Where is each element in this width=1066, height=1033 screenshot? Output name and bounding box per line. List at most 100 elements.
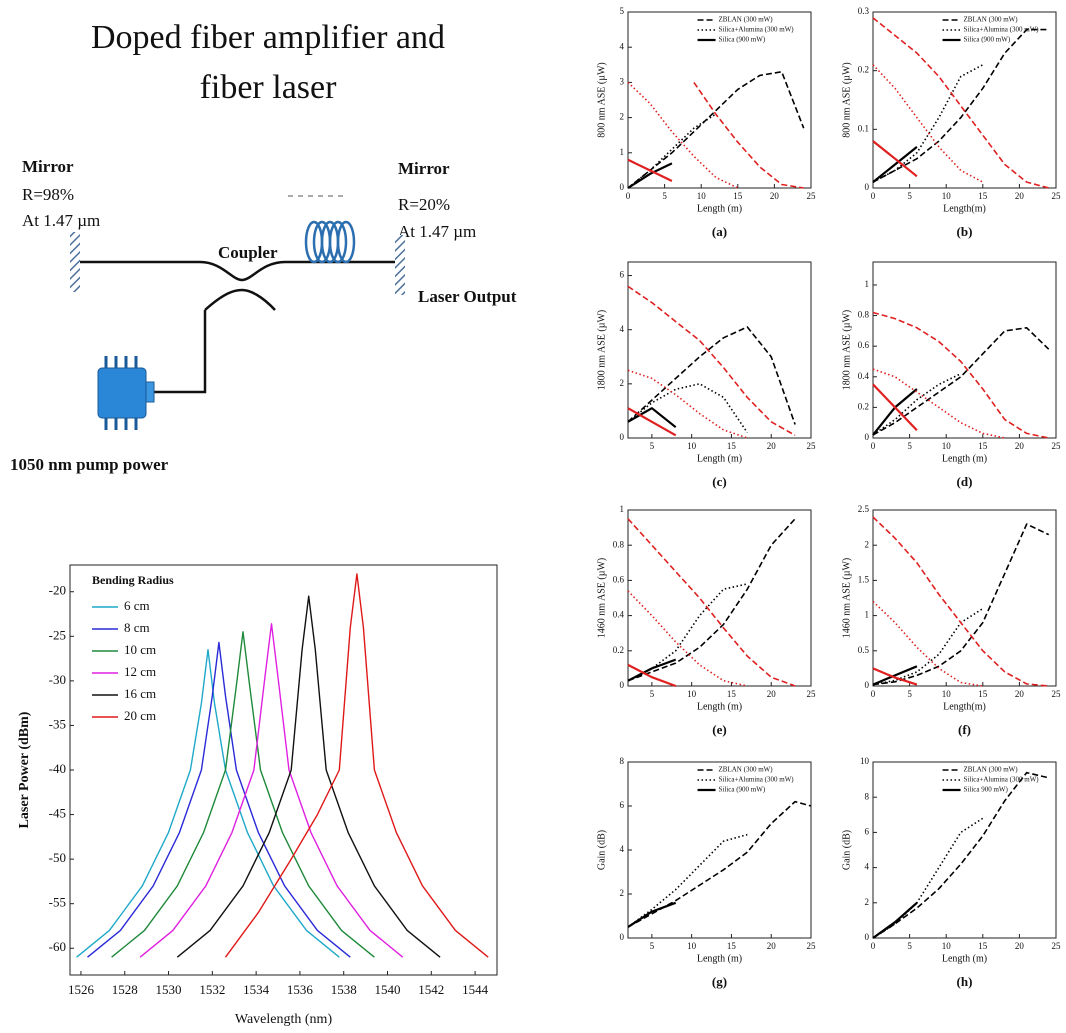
x-tick-label: 25	[1052, 441, 1062, 451]
series-group	[76, 573, 489, 958]
y-tick-label: 1	[865, 279, 870, 289]
legend-label: Silica 900 mW)	[964, 786, 1009, 794]
series-group	[872, 771, 1049, 939]
x-tick-label: 15	[978, 689, 988, 699]
y-axis-label: 1800 nm ASE (µW)	[841, 310, 852, 390]
data-line	[872, 146, 918, 183]
data-line	[872, 383, 918, 432]
y-tick-label: 6	[865, 826, 870, 836]
data-line	[872, 311, 1049, 439]
panel-label: (c)	[712, 474, 726, 489]
mirror-reflectivity: R=98%	[22, 185, 74, 204]
y-axis-label: Laser Power (dBm)	[17, 711, 32, 828]
y-tick-label: 2.5	[858, 504, 870, 514]
setup-diagram: Doped fiber amplifier and fiber laser Mi…	[10, 19, 517, 474]
x-tick-label: 1538	[331, 982, 357, 997]
mirror-wavelength: At 1.47 µm	[398, 222, 476, 241]
data-line	[627, 113, 717, 189]
y-tick-label: -50	[49, 850, 66, 865]
data-line	[224, 573, 489, 958]
data-line	[627, 71, 805, 189]
y-tick-label: 0.4	[858, 371, 870, 381]
mirror-label: Mirror	[22, 157, 74, 176]
legend-label: Silica+Alumina (300 mW)	[719, 776, 795, 784]
y-tick-label: 0	[865, 680, 870, 690]
x-tick-label: 20	[767, 689, 777, 699]
data-line	[627, 518, 796, 687]
mirror-reflectivity: R=20%	[398, 195, 450, 214]
data-line	[176, 595, 441, 958]
data-line	[872, 17, 1049, 189]
data-line	[872, 327, 1050, 436]
series-group	[872, 516, 1050, 687]
y-tick-label: 0.6	[858, 340, 870, 350]
series-group	[872, 311, 1050, 439]
y-axis-label: Gain (dB)	[841, 830, 852, 870]
x-tick-label: 15	[978, 441, 988, 451]
x-tick-label: 0	[871, 191, 876, 201]
x-tick-label: 10	[942, 441, 952, 451]
legend-title: Bending Radius	[92, 573, 174, 587]
y-tick-label: 0.6	[613, 574, 625, 584]
y-tick-label: 5	[620, 6, 625, 16]
legend-label: ZBLAN (300 mW)	[719, 16, 774, 24]
y-tick-label: 2	[620, 112, 625, 122]
panel-label: (b)	[957, 224, 973, 239]
y-tick-label: 8	[620, 756, 625, 766]
x-tick-label: 5	[907, 441, 912, 451]
legend-label: ZBLAN (300 mW)	[964, 16, 1019, 24]
data-line	[627, 407, 677, 437]
legend-label: ZBLAN (300 mW)	[719, 766, 774, 774]
data-line	[627, 407, 677, 429]
y-axis-label: Gain (dB)	[596, 830, 607, 870]
data-line	[872, 667, 918, 686]
y-tick-label: -35	[49, 716, 66, 731]
y-tick-label: 1.5	[858, 574, 870, 584]
data-line	[872, 665, 918, 686]
x-tick-label: 0	[871, 689, 876, 699]
data-line	[627, 658, 677, 682]
x-axis-label: Length (m)	[697, 203, 742, 214]
x-axis-label: Wavelength (nm)	[235, 1012, 333, 1027]
data-line	[111, 631, 375, 958]
plot-frame	[872, 11, 1057, 189]
legend-label: 6 cm	[124, 598, 150, 613]
x-tick-label: 25	[807, 941, 817, 951]
y-axis-label: 1460 nm ASE (µW)	[841, 558, 852, 638]
y-tick-label: 1	[620, 147, 625, 157]
fiber	[80, 260, 395, 282]
plot-frame	[627, 11, 812, 189]
x-tick-label: 20	[767, 941, 777, 951]
data-line	[872, 523, 1050, 686]
x-tick-label: 5	[907, 689, 912, 699]
x-tick-label: 20	[1015, 941, 1025, 951]
data-line	[627, 162, 673, 189]
legend-label: 8 cm	[124, 620, 150, 635]
legend-label: 12 cm	[124, 664, 156, 679]
x-tick-label: 15	[727, 941, 737, 951]
y-axis-label: 1800 nm ASE (µW)	[596, 310, 607, 390]
series-group	[872, 17, 1049, 189]
x-tick-label: 15	[733, 191, 743, 201]
data-line	[872, 368, 1005, 439]
legend-label: Silica+Alumina (300 mW)	[719, 26, 795, 34]
y-tick-label: 3	[620, 76, 625, 86]
data-line	[872, 64, 984, 183]
x-tick-label: 25	[1052, 941, 1062, 951]
x-tick-label: 25	[1052, 689, 1062, 699]
y-axis-label: 800 nm ASE (µW)	[841, 62, 852, 137]
y-tick-label: 8	[865, 791, 870, 801]
plot-frame	[872, 509, 1057, 687]
x-axis-label: Length(m)	[943, 701, 986, 712]
x-tick-label: 5	[907, 941, 912, 951]
data-line	[139, 623, 404, 958]
panel-label: (f)	[958, 722, 971, 737]
data-line	[627, 583, 748, 682]
y-tick-label: -45	[49, 806, 66, 821]
data-line	[627, 800, 812, 928]
mirror-label: Mirror	[398, 159, 450, 178]
x-tick-label: 10	[942, 191, 952, 201]
y-tick-label: 0.8	[613, 539, 625, 549]
right-mirror	[395, 235, 405, 295]
x-tick-label: 0	[626, 191, 631, 201]
